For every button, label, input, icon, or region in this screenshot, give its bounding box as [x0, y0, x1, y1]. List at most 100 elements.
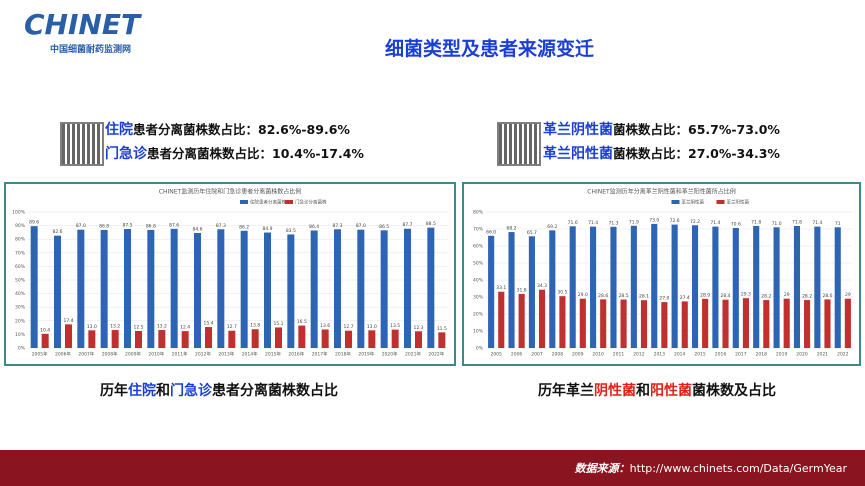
x-tick-label: 2017年 — [312, 351, 328, 358]
value-label: 12.4 — [180, 325, 190, 331]
y-tick-label: 100% — [12, 210, 26, 216]
y-tick-label: 90% — [15, 223, 26, 229]
x-tick-label: 2021 — [817, 352, 829, 358]
bar — [671, 224, 678, 348]
value-label: 86.8 — [146, 223, 156, 229]
bar — [170, 228, 178, 348]
bar — [732, 227, 739, 348]
source-url: http://www.chinets.com/Data/GermYear — [629, 462, 847, 475]
bar — [620, 299, 627, 348]
x-tick-label: 2011 — [613, 352, 625, 358]
bar — [41, 333, 49, 348]
text-segment: 住院 — [128, 383, 156, 399]
bar — [773, 227, 780, 348]
x-tick-label: 2017 — [735, 352, 747, 358]
y-tick-label: 30% — [473, 295, 484, 301]
value-label: 28.6 — [598, 293, 608, 299]
value-label: 71.4 — [812, 220, 822, 226]
bar — [753, 225, 760, 348]
x-tick-label: 2022年 — [428, 351, 444, 358]
value-label: 34.3 — [537, 283, 547, 289]
value-label: 15.1 — [273, 321, 283, 327]
x-tick-label: 2010年 — [148, 351, 164, 358]
value-label: 87.3 — [216, 223, 226, 229]
value-label: 71 — [835, 221, 841, 227]
bar — [549, 230, 556, 348]
qr-code — [60, 122, 104, 166]
value-label: 30.5 — [557, 290, 567, 296]
x-tick-label: 2011年 — [172, 351, 188, 358]
bar — [415, 331, 422, 348]
right-caption: 历年革兰阴性菌和阳性菌菌株数及占比 — [538, 380, 776, 400]
x-tick-label: 2005年 — [32, 351, 48, 358]
value-label: 71.3 — [608, 220, 618, 226]
value-label: 71.8 — [751, 219, 761, 225]
value-label: 12.3 — [413, 325, 423, 331]
value-label: 28.1 — [639, 294, 649, 300]
y-tick-label: 60% — [473, 244, 484, 250]
value-label: 71.4 — [588, 220, 598, 226]
bar — [763, 300, 770, 348]
legend-swatch — [716, 200, 725, 204]
text-segment: 革兰阳性菌 — [543, 146, 613, 162]
bar — [251, 329, 259, 348]
bar — [30, 226, 38, 348]
x-tick-label: 2005 — [490, 352, 502, 358]
y-tick-label: 60% — [15, 264, 26, 270]
value-label: 72.2 — [690, 219, 700, 225]
value-label: 17.4 — [63, 318, 73, 324]
bar — [610, 226, 617, 348]
bar — [640, 300, 648, 348]
text-segment: 菌株数占比：27.0%-34.3% — [613, 146, 780, 161]
value-label: 28.5 — [619, 293, 629, 299]
bar — [661, 302, 668, 348]
text-segment: 和 — [636, 383, 650, 399]
logo-sub: 中国细菌耐药监测网 — [50, 45, 132, 55]
x-tick-label: 2020年 — [382, 351, 398, 358]
y-tick-label: 0% — [476, 346, 484, 352]
value-label: 84.9 — [262, 226, 272, 232]
text-line: 门急诊患者分离菌株数占比：10.4%-17.4% — [105, 142, 364, 166]
value-label: 82.6 — [52, 229, 62, 235]
bar — [287, 234, 295, 348]
y-tick-label: 10% — [15, 332, 26, 338]
bar — [742, 298, 749, 348]
y-tick-label: 10% — [473, 329, 484, 335]
bar — [391, 329, 399, 348]
y-tick-label: 70% — [15, 250, 26, 256]
right-stats: 革兰阴性菌菌株数占比：65.7%-73.0% 革兰阳性菌菌株数占比：27.0%-3… — [543, 118, 780, 166]
text-segment: 阴性菌 — [594, 383, 636, 399]
value-label: 15.4 — [203, 321, 213, 327]
value-label: 87.7 — [402, 222, 412, 228]
bar — [600, 299, 607, 348]
left-caption: 历年住院和门急诊患者分离菌株数占比 — [100, 380, 338, 400]
x-tick-label: 2020 — [796, 352, 808, 358]
legend-label: 门急诊分离菌株 — [295, 199, 327, 206]
value-label: 70.6 — [731, 221, 741, 227]
bar — [158, 330, 166, 348]
x-tick-label: 2014 — [674, 352, 686, 358]
bar — [181, 331, 189, 348]
qr-code — [497, 122, 541, 166]
text-segment: 门急诊 — [170, 383, 212, 399]
bar — [844, 298, 851, 348]
x-tick-label: 2013 — [654, 352, 666, 358]
legend-label: 革兰阴性菌 — [682, 199, 705, 206]
value-label: 12.5 — [133, 325, 143, 331]
bar — [217, 229, 225, 348]
value-label: 87.3 — [332, 223, 342, 229]
bar — [804, 300, 811, 348]
text-segment: 和 — [156, 383, 170, 399]
value-label: 73.0 — [649, 217, 659, 223]
y-tick-label: 50% — [15, 278, 26, 284]
x-tick-label: 2019 — [776, 352, 788, 358]
chart: CHINET监测历年住院和门急诊患者分离菌株数占比例 0% 10% 20% 30% 40%… — [4, 182, 456, 366]
bar — [334, 229, 341, 348]
source: 数据来源：http://www.chinets.com/Data/GermYea… — [575, 460, 847, 476]
value-label: 28.2 — [761, 294, 771, 300]
y-tick-label: 30% — [15, 305, 26, 311]
value-label: 16.5 — [297, 319, 307, 325]
x-tick-label: 2008 — [552, 352, 564, 358]
x-tick-label: 2018年 — [335, 351, 351, 358]
value-label: 11.5 — [437, 326, 447, 332]
